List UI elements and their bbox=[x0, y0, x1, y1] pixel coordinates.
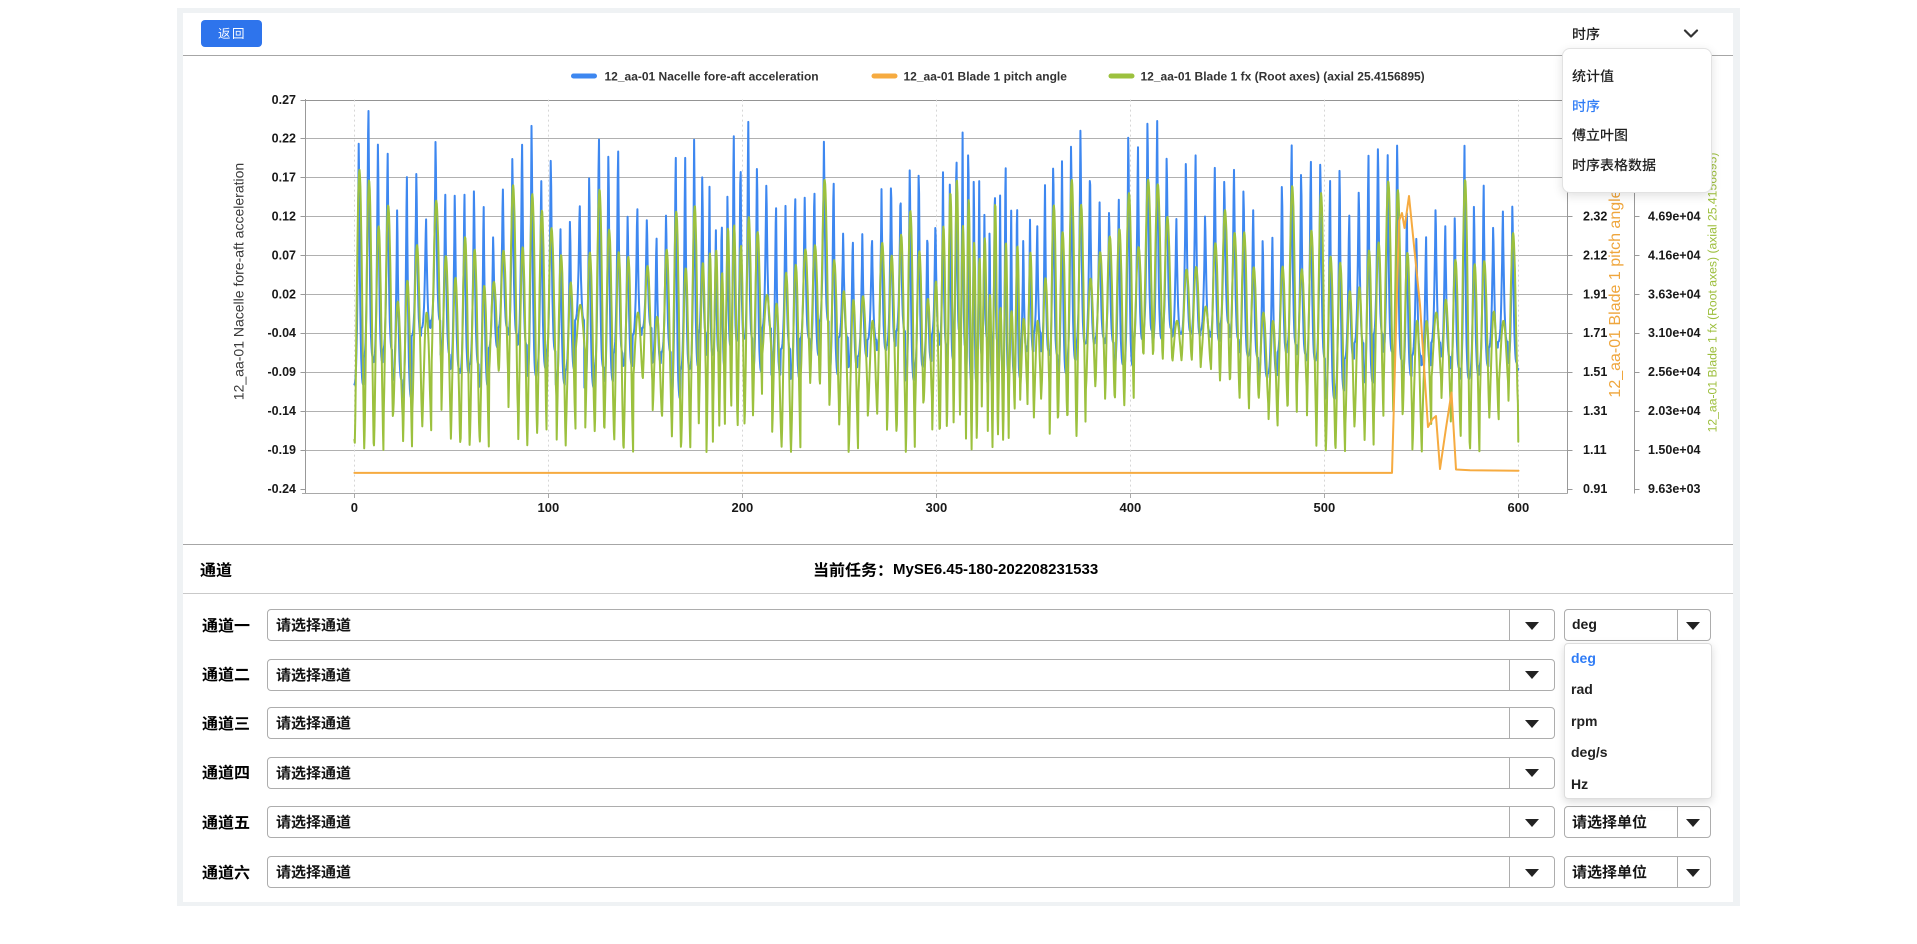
svg-text:12_aa-01 Nacelle fore-aft acce: 12_aa-01 Nacelle fore-aft acceleration bbox=[605, 70, 819, 84]
svg-text:3.10e+04: 3.10e+04 bbox=[1648, 326, 1701, 340]
svg-text:1.50e+04: 1.50e+04 bbox=[1648, 443, 1701, 457]
svg-text:1.51: 1.51 bbox=[1583, 365, 1607, 379]
svg-text:12_aa-01 Blade 1 fx (Root axes: 12_aa-01 Blade 1 fx (Root axes) (axial 2… bbox=[1706, 153, 1720, 433]
svg-text:500: 500 bbox=[1314, 500, 1336, 515]
svg-text:0: 0 bbox=[351, 500, 358, 515]
svg-text:400: 400 bbox=[1120, 500, 1142, 515]
svg-text:0.27: 0.27 bbox=[272, 93, 296, 107]
svg-text:0.07: 0.07 bbox=[272, 248, 296, 262]
svg-text:2.12: 2.12 bbox=[1583, 248, 1607, 262]
svg-text:1.91: 1.91 bbox=[1583, 287, 1607, 301]
svg-text:9.63e+03: 9.63e+03 bbox=[1648, 482, 1701, 496]
svg-text:600: 600 bbox=[1508, 500, 1530, 515]
svg-text:4.69e+04: 4.69e+04 bbox=[1648, 210, 1701, 224]
svg-text:-0.24: -0.24 bbox=[268, 482, 297, 496]
svg-text:1.71: 1.71 bbox=[1583, 326, 1607, 340]
svg-text:2.03e+04: 2.03e+04 bbox=[1648, 404, 1701, 418]
svg-text:12_aa-01 Blade 1 pitch angle: 12_aa-01 Blade 1 pitch angle bbox=[904, 70, 1068, 84]
svg-text:200: 200 bbox=[732, 500, 754, 515]
svg-text:2.32: 2.32 bbox=[1583, 210, 1607, 224]
svg-text:12_aa-01 Blade 1 fx (Root axes: 12_aa-01 Blade 1 fx (Root axes) (axial 2… bbox=[1141, 70, 1425, 84]
svg-text:12_aa-01 Blade 1 pitch angle: 12_aa-01 Blade 1 pitch angle bbox=[1607, 189, 1624, 397]
svg-text:0.02: 0.02 bbox=[272, 287, 296, 301]
svg-text:0.12: 0.12 bbox=[272, 210, 296, 224]
svg-text:0.91: 0.91 bbox=[1583, 482, 1607, 496]
svg-text:-0.14: -0.14 bbox=[268, 404, 297, 418]
svg-text:12_aa-01 Nacelle fore-aft acce: 12_aa-01 Nacelle fore-aft acceleration bbox=[231, 163, 247, 400]
svg-text:3.63e+04: 3.63e+04 bbox=[1648, 287, 1701, 301]
svg-text:300: 300 bbox=[926, 500, 948, 515]
svg-text:-0.19: -0.19 bbox=[268, 443, 297, 457]
svg-text:1.11: 1.11 bbox=[1583, 443, 1607, 457]
svg-text:2.56e+04: 2.56e+04 bbox=[1648, 365, 1701, 379]
svg-text:-0.04: -0.04 bbox=[268, 326, 297, 340]
svg-text:-0.09: -0.09 bbox=[268, 365, 297, 379]
svg-text:100: 100 bbox=[538, 500, 560, 515]
svg-text:0.17: 0.17 bbox=[272, 171, 296, 185]
svg-text:1.31: 1.31 bbox=[1583, 404, 1607, 418]
svg-text:4.16e+04: 4.16e+04 bbox=[1648, 248, 1701, 262]
svg-text:0.22: 0.22 bbox=[272, 132, 296, 146]
